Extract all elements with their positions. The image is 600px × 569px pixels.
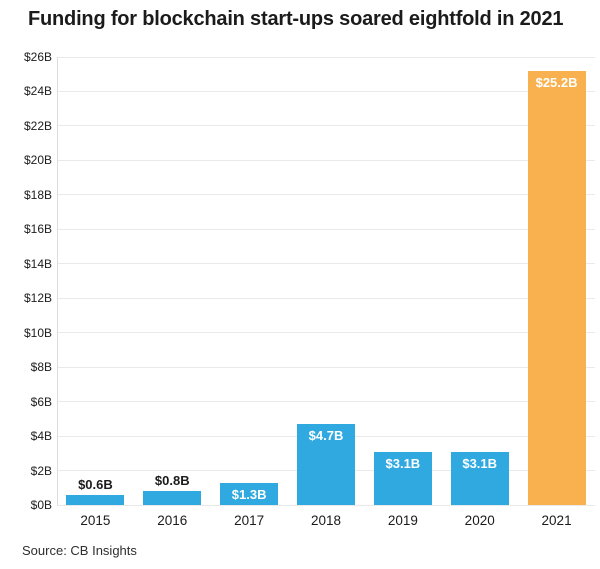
y-axis-tick-label: $22B	[23, 118, 52, 133]
gridline	[57, 159, 595, 161]
gridline	[57, 125, 595, 127]
gridline	[57, 332, 595, 334]
y-axis-tick-label: $26B	[23, 50, 52, 64]
gridline	[57, 194, 595, 196]
gridline	[57, 504, 595, 506]
bar-value-label-2015: $0.6B	[78, 476, 113, 492]
bar-2017	[220, 482, 279, 505]
gridline	[57, 90, 595, 92]
y-axis-tick-label: $16B	[23, 222, 52, 237]
y-axis-tick-label: $14B	[23, 256, 52, 271]
gridline	[57, 228, 595, 230]
y-axis-tick-label: $4B	[30, 429, 52, 444]
gridline	[57, 263, 595, 265]
y-axis-tick-label: $20B	[23, 153, 52, 168]
gridline	[57, 366, 595, 368]
y-axis-tick-label: $12B	[23, 291, 52, 306]
plot-area: $0.6B $0.8B $1.3B $4.7B $3.1B $3.1B $25.2B	[57, 56, 595, 506]
y-axis-tick-label: $24B	[23, 84, 52, 99]
x-axis-tick-label-2015: 2015	[80, 513, 111, 528]
y-axis-line	[57, 57, 58, 505]
x-axis-tick-label-2021: 2021	[541, 513, 572, 528]
bar-2015	[66, 494, 125, 505]
y-axis-tick-label: $0B	[30, 498, 52, 512]
bar-2019	[373, 451, 432, 505]
y-axis-tick-label: $2B	[30, 463, 52, 478]
gridline	[57, 56, 595, 58]
bar-2020	[450, 451, 509, 505]
y-axis-tick-label: $10B	[23, 325, 52, 340]
x-axis-tick-label-2018: 2018	[310, 513, 342, 528]
chart-title: Funding for blockchain start-ups soared …	[28, 8, 564, 30]
bar-value-label-2018: $4.7B	[308, 428, 344, 443]
x-axis-tick-label-2019: 2019	[387, 513, 418, 528]
bar-value-label-2021: $25.2B	[535, 74, 578, 90]
bar-value-label-2017: $1.3B	[231, 486, 267, 502]
x-axis-tick-label-2016: 2016	[157, 513, 188, 528]
bar-value-label-2019: $3.1B	[385, 455, 421, 471]
y-axis-tick-label: $8B	[30, 360, 52, 375]
bar-value-label-2020: $3.1B	[462, 455, 498, 471]
bar-2018	[297, 424, 355, 505]
x-axis-tick-label-2017: 2017	[234, 513, 265, 528]
bar-value-label-2016: $0.8B	[154, 473, 190, 489]
source-note: Source: CB Insights	[22, 543, 137, 558]
gridline	[57, 297, 595, 299]
x-axis-tick-label-2020: 2020	[464, 513, 495, 528]
bar-2021	[527, 70, 586, 505]
bar-2016	[143, 491, 202, 505]
gridline	[57, 401, 595, 403]
y-axis-tick-label: $18B	[23, 187, 52, 202]
y-axis-tick-label: $6B	[30, 394, 52, 409]
